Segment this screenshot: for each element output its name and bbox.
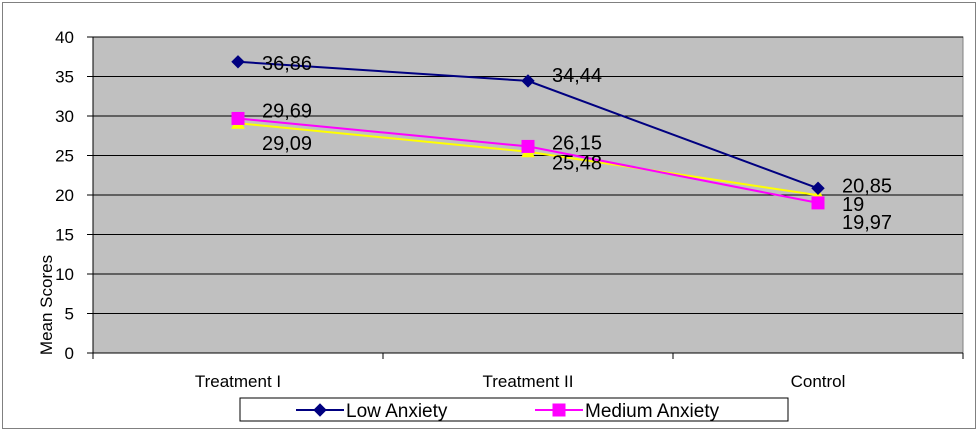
legend-marker [313,403,327,417]
data-label: 19 [842,194,864,216]
data-point-marker [811,196,825,210]
data-label: 29,69 [262,100,312,122]
y-axis-title: Mean Scores [37,255,56,355]
y-tick-label: 25 [55,147,74,166]
x-tick-labels: Treatment I Treatment II Control [195,372,846,391]
legend-box [239,397,789,422]
data-label: 34,44 [552,65,602,87]
axes [87,36,964,359]
data-point-marker [521,139,535,153]
data-labels: 36,86 34,44 20,85 29,69 26,15 19 29,09 25,48 19,… [262,53,892,234]
y-tick-labels: 0 5 10 15 20 25 30 35 40 [55,28,74,363]
x-tick-label: Treatment II [482,372,573,391]
y-tick-label: 30 [55,107,74,126]
data-point-marker [811,181,825,195]
y-tick-label: 15 [55,226,74,245]
y-tick-label: 10 [55,265,74,284]
y-tick-label: 35 [55,68,74,87]
x-tick-label: Treatment I [195,372,281,391]
y-tick-label: 0 [65,344,74,363]
data-label: 25,48 [552,153,602,175]
series [231,55,825,210]
data-point-marker [231,111,245,125]
data-label: 26,15 [552,132,602,154]
y-tick-label: 20 [55,186,74,205]
legend: Low Anxiety Medium Anxiety [239,397,789,422]
legend-label: Low Anxiety [346,401,448,422]
data-point-marker [231,55,245,69]
data-label: 20,85 [842,175,892,197]
data-point-marker [521,74,535,88]
data-label: 29,09 [262,133,312,155]
legend-marker [552,403,566,417]
y-tick-label: 5 [65,305,74,324]
data-label: 19,97 [842,212,892,234]
data-label: 36,86 [262,53,312,75]
x-tick-label: Control [791,372,846,391]
legend-label: Medium Anxiety [585,401,720,422]
y-tick-label: 40 [55,28,74,47]
